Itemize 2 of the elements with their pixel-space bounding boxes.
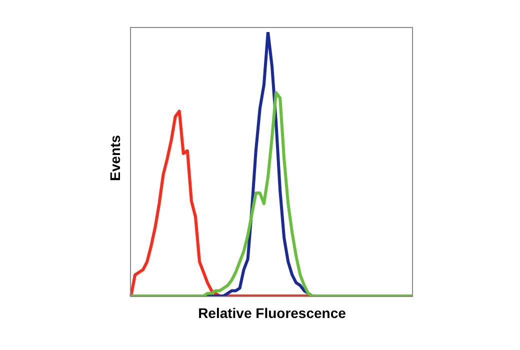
y-axis-title: Events [107,134,123,183]
x-axis-title: Relative Fluorescence [197,305,347,321]
